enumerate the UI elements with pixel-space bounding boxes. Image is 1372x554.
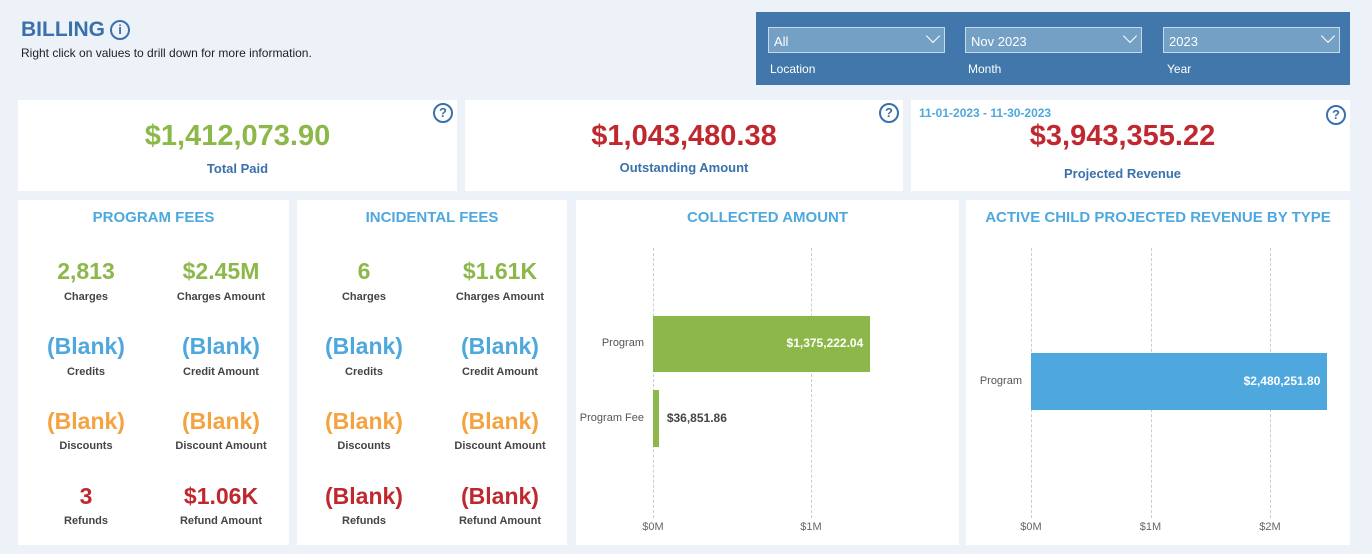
location-value: All [774,34,789,49]
metric-value[interactable]: (Blank) [461,483,539,509]
metric-label: Refund Amount [458,515,542,527]
collected-amount-chart: COLLECTED AMOUNT $0M $1M Program $1,375,222… [576,200,959,545]
projected-revenue-by-type-chart: ACTIVE CHILD PROJECTED REVENUE BY TYPE $… [966,200,1350,545]
metric-label: Credits [67,366,105,378]
metric-value[interactable]: (Blank) [47,408,125,434]
x-tick-label: $1M [1139,521,1162,533]
data-label: $2,480,251.80 [1243,373,1321,388]
bar[interactable] [1031,353,1328,410]
incidental-fees-title: INCIDENTAL FEES [365,209,499,226]
month-label: Month [968,62,1002,76]
outstanding-value[interactable]: $1,043,480.38 [591,120,777,152]
help-icon[interactable]: ? [879,103,899,123]
metric-label: Refund Amount [179,515,263,527]
metric-value[interactable]: $1.61K [462,258,538,284]
metric-value[interactable]: (Blank) [182,333,260,359]
metric-label: Discounts [337,440,391,452]
metric-value[interactable]: 6 [357,258,371,284]
projected-value[interactable]: $3,943,355.22 [1029,120,1216,152]
metric-value[interactable]: $2.45M [182,258,260,284]
program-fees-panel: PROGRAM FEES 2,813 Charges $2.45M Charges A… [18,200,289,545]
data-label: $36,851.86 [666,410,727,425]
total-paid-value[interactable]: $1,412,073.90 [144,120,331,152]
chart-title: COLLECTED AMOUNT [686,209,849,226]
metric-label: Discount Amount [454,440,546,452]
category-label: Program Fee [579,411,644,424]
metric-label: Charges Amount [176,291,266,303]
year-label: Year [1167,62,1192,76]
metric-label: Charges [341,291,387,303]
category-label: Program [979,374,1022,387]
outstanding-label: Outstanding Amount [619,160,749,175]
bar[interactable] [653,390,659,447]
location-label: Location [770,62,816,76]
bar[interactable] [653,316,871,372]
metric-label: Discount Amount [175,440,267,452]
total-paid-label: Total Paid [206,161,269,176]
x-tick-label: $0M [1020,521,1042,533]
metric-label: Refunds [64,515,108,527]
total-paid-card: ? $1,412,073.90 Total Paid [18,100,457,191]
page-title: BILLING [21,18,105,41]
metric-label: Discounts [59,440,113,452]
gridline [653,248,654,518]
metric-label: Credits [345,366,383,378]
x-tick-label: $1M [800,521,822,533]
chevron-down-icon [1122,28,1138,44]
metric-value[interactable]: (Blank) [325,408,403,434]
program-fees-title: PROGRAM FEES [92,209,215,226]
metric-value[interactable]: (Blank) [325,333,403,359]
help-icon[interactable]: ? [433,103,453,123]
metric-value[interactable]: (Blank) [325,483,403,509]
metric-value[interactable]: (Blank) [47,333,125,359]
x-tick-label: $2M [1259,521,1281,533]
metric-label: Charges [63,291,109,303]
metric-label: Refunds [342,515,386,527]
projected-label: Projected Revenue [1063,166,1182,181]
metric-value[interactable]: $1.06K [183,483,259,509]
metric-value[interactable]: 2,813 [57,258,115,284]
metric-label: Credit Amount [462,366,538,378]
month-value: Nov 2023 [971,34,1027,49]
metric-label: Charges Amount [455,291,545,303]
chevron-down-icon [1320,28,1336,44]
data-label: $1,375,222.04 [786,336,864,350]
gridline [811,248,812,518]
location-select[interactable]: All [768,27,945,53]
chevron-down-icon [925,28,941,44]
x-tick-label: $0M [642,521,664,533]
filter-panel: All Location Nov 2023 Month 2023 Year [756,12,1350,85]
metric-value[interactable]: (Blank) [461,333,539,359]
year-value: 2023 [1169,34,1198,49]
month-select[interactable]: Nov 2023 [965,27,1142,53]
year-select[interactable]: 2023 [1163,27,1340,53]
metric-label: Credit Amount [183,366,259,378]
info-icon[interactable]: i [110,20,130,40]
projected-revenue-card: 11-01-2023 - 11-30-2023 ? $3,943,355.22 … [911,100,1350,191]
outstanding-card: ? $1,043,480.38 Outstanding Amount [465,100,903,191]
date-range: 11-01-2023 - 11-30-2023 [919,106,1052,120]
page-subtitle: Right click on values to drill down for … [21,46,312,60]
metric-value[interactable]: 3 [79,483,93,509]
metric-value[interactable]: (Blank) [182,408,260,434]
metric-value[interactable]: (Blank) [461,408,539,434]
help-icon[interactable]: ? [1326,105,1346,125]
chart-title: ACTIVE CHILD PROJECTED REVENUE BY TYPE [985,209,1331,226]
category-label: Program [601,337,644,349]
incidental-fees-panel: INCIDENTAL FEES 6 Charges $1.61K Charges Am… [297,200,567,545]
